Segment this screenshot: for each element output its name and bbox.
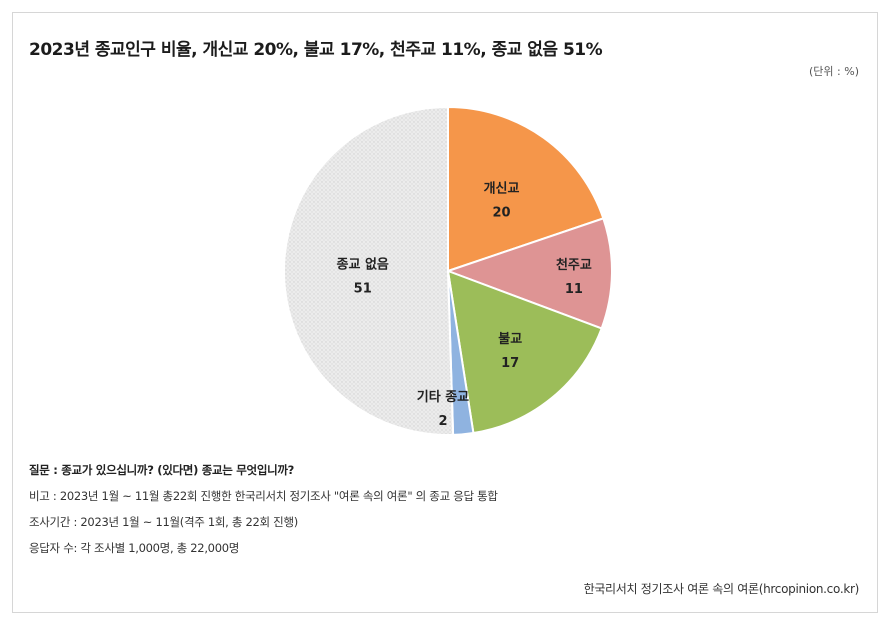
pie-slice [445, 217, 613, 330]
pie-slice [447, 105, 605, 273]
slice-label: 기타 종교 [417, 389, 469, 405]
slice-label: 천주교 [556, 258, 592, 273]
chart-title: 2023년 종교인구 비율, 개신교 20%, 불교 17%, 천주교 11%,… [29, 40, 603, 60]
pie-slice [283, 105, 455, 436]
slice-value-label: 11 [565, 282, 583, 297]
unit-label: (단위 : %) [809, 65, 859, 78]
source-credit: 한국리서치 정기조사 여론 속의 여론(hrcopinion.co.kr) [583, 582, 860, 596]
slice-value-label: 20 [492, 205, 510, 220]
note-respondents: 응답자 수: 각 조사별 1,000명, 총 22,000명 [29, 541, 240, 555]
note-remark: 비고 : 2023년 1월 ~ 11월 총22회 진행한 한국리서치 정기조사 … [29, 489, 498, 503]
note-period: 조사기간 : 2023년 1월 ~ 11월(격주 1회, 총 22회 진행) [29, 515, 298, 529]
note-question: 질문 : 종교가 있으십니까? (있다면) 종교는 무엇입니까? [29, 463, 295, 477]
pie-slice [446, 269, 603, 435]
chart-card: 2023년 종교인구 비율, 개신교 20%, 불교 17%, 천주교 11%,… [12, 12, 878, 613]
pie-chart: 개신교 20 천주교 11 불교 17 기타 종교 2 종교 없음 51 [283, 105, 613, 436]
slice-label: 종교 없음 [337, 256, 389, 272]
chart-notes: 질문 : 종교가 있으십니까? (있다면) 종교는 무엇입니까? 비고 : 20… [29, 462, 498, 566]
slice-label: 개신교 [484, 181, 520, 196]
pie-labels: 개신교 20 천주교 11 불교 17 기타 종교 2 종교 없음 51 [337, 181, 592, 429]
slice-value-label: 51 [354, 281, 372, 296]
slice-value-label: 17 [501, 356, 519, 371]
slice-label: 불교 [498, 332, 522, 347]
slice-value-label: 2 [438, 414, 447, 429]
pie-slices [283, 105, 613, 436]
